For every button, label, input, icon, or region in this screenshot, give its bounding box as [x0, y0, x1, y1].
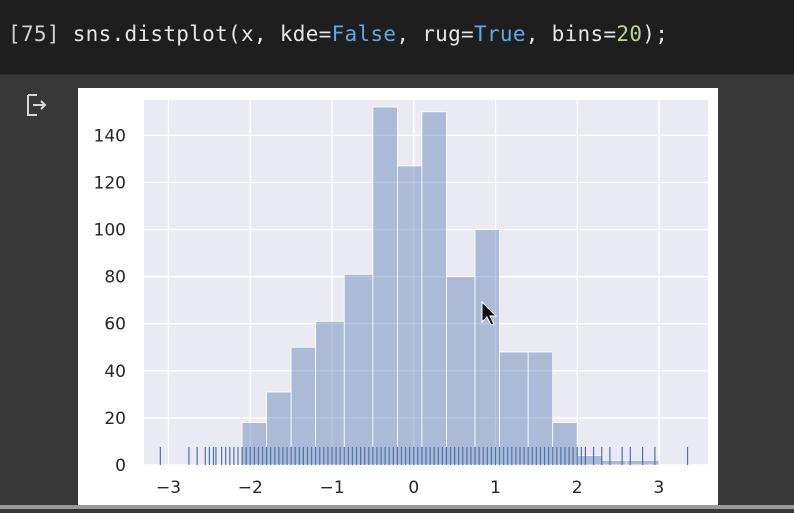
x-tick-label: −3 — [156, 478, 181, 498]
code-end: ); — [642, 22, 669, 46]
output-area: 0 20 40 60 80 100 120 140 −3 −2 −1 0 1 2 3 — [78, 88, 718, 509]
code-kde-value: False — [331, 22, 397, 46]
y-tick-label: 80 — [104, 268, 126, 288]
code-line[interactable]: [75] sns.distplot(x, kde=False, rug=True… — [8, 22, 668, 46]
code-cell-input[interactable]: [75] sns.distplot(x, kde=False, rug=True… — [0, 0, 794, 75]
code-rug-key: , rug= — [396, 22, 474, 46]
x-tick-label: 3 — [654, 478, 665, 498]
code-call: sns.distplot(x, kde= — [72, 22, 332, 46]
x-tick-label: 0 — [408, 478, 419, 498]
histogram-bar — [499, 351, 529, 466]
y-tick-label: 120 — [94, 173, 126, 193]
histogram-bar — [315, 320, 345, 466]
output-redirect-icon[interactable] — [24, 92, 50, 118]
code-bins-key: , bins= — [525, 22, 617, 46]
y-tick-label: 0 — [115, 456, 126, 476]
execution-count: [75] — [8, 22, 60, 46]
histogram-bar — [372, 106, 398, 466]
histogram-bar — [343, 273, 374, 466]
y-tick-label: 20 — [104, 409, 126, 429]
histogram-bar — [446, 276, 476, 466]
y-tick-label: 100 — [94, 221, 126, 241]
x-tick-label: 1 — [490, 478, 501, 498]
mouse-cursor-icon — [481, 300, 498, 326]
y-tick-label: 40 — [104, 362, 126, 382]
code-rug-value: True — [474, 22, 526, 46]
x-tick-label: 2 — [572, 478, 583, 498]
plot-background — [144, 100, 708, 465]
histogram-bar — [396, 165, 423, 466]
y-tick-label: 60 — [104, 315, 126, 335]
histogram-bar — [421, 111, 447, 466]
histogram-bar — [474, 229, 500, 466]
x-tick-label: −1 — [319, 478, 344, 498]
code-bins-value: 20 — [616, 22, 643, 46]
x-tick-label: −2 — [238, 478, 263, 498]
histogram-bar — [527, 351, 554, 466]
bottom-divider — [0, 505, 794, 509]
histogram-chart: 0 20 40 60 80 100 120 140 −3 −2 −1 0 1 2 3 — [94, 100, 708, 498]
y-tick-label: 140 — [94, 126, 126, 146]
